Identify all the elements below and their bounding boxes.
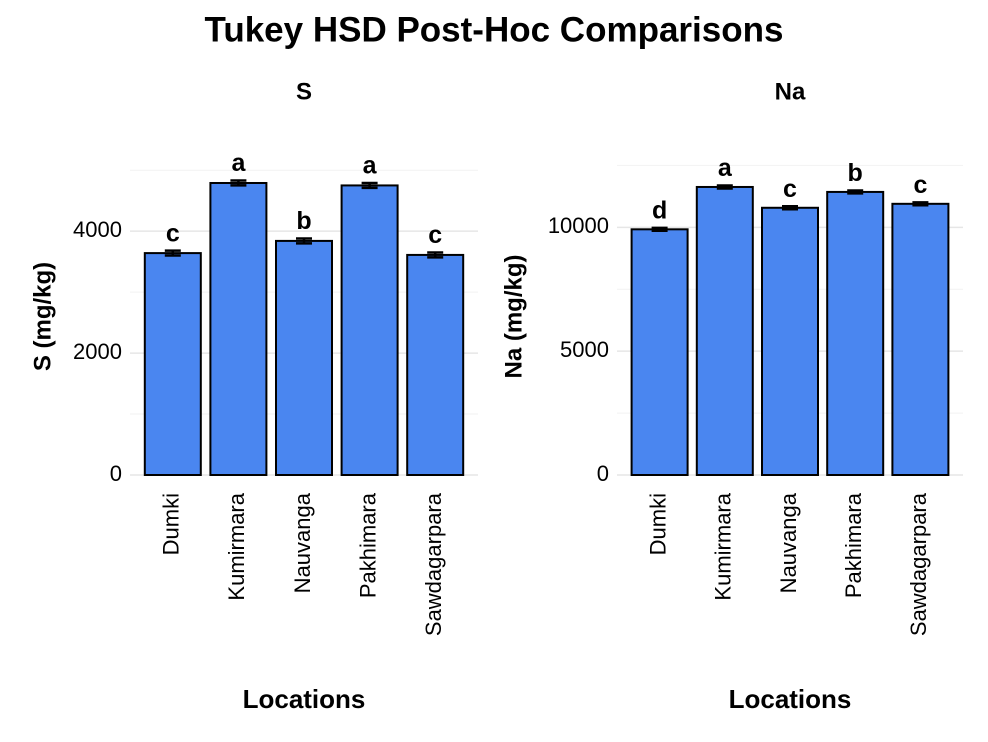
bar xyxy=(143,252,202,476)
group-letter: a xyxy=(231,149,246,177)
bar xyxy=(406,253,465,476)
group-letter: b xyxy=(848,159,863,187)
bar xyxy=(761,206,819,476)
bar xyxy=(826,190,885,477)
x-tick-label: Sawdagarpara xyxy=(906,492,931,636)
y-axis-title: S (mg/kg) xyxy=(29,262,56,371)
error-bar xyxy=(427,251,444,259)
y-tick-label: 2000 xyxy=(73,339,122,364)
y-axis-title: Na (mg/kg) xyxy=(500,254,527,378)
error-bar xyxy=(230,179,247,187)
error-bar xyxy=(296,237,312,245)
y-tick-label: 0 xyxy=(110,461,122,486)
y-tick-label: 4000 xyxy=(73,217,122,242)
y-tick-label: 5000 xyxy=(560,337,609,362)
panel-title: S xyxy=(296,78,312,105)
x-axis-title: Locations xyxy=(729,684,852,714)
error-bar xyxy=(782,205,798,211)
bar xyxy=(891,202,950,476)
y-tick-label: 0 xyxy=(597,461,609,486)
x-tick-label: Pakhimara xyxy=(355,492,380,598)
x-tick-label: Dumki xyxy=(645,493,670,555)
group-letter: c xyxy=(913,171,927,199)
x-tick-label: Kumirmara xyxy=(224,492,249,600)
bar xyxy=(695,185,754,477)
group-letter: b xyxy=(296,207,311,235)
x-tick-label: Nauvanga xyxy=(290,492,315,593)
group-letter: a xyxy=(363,152,378,180)
error-bar xyxy=(651,226,668,233)
x-tick-label: Nauvanga xyxy=(776,492,801,593)
error-bar xyxy=(847,189,864,195)
group-letter: d xyxy=(652,196,667,224)
group-letter: a xyxy=(718,154,733,182)
x-tick-label: Kumirmara xyxy=(711,492,736,600)
bar xyxy=(209,181,268,476)
bar xyxy=(275,239,333,476)
x-axis-title: Locations xyxy=(243,684,366,714)
panel-title: Na xyxy=(775,78,806,105)
error-bar xyxy=(912,201,929,207)
figure-title: Tukey HSD Post-Hoc Comparisons xyxy=(205,10,784,49)
x-tick-label: Pakhimara xyxy=(841,492,866,598)
group-letter: c xyxy=(783,175,797,203)
x-tick-label: Sawdagarpara xyxy=(421,492,446,636)
error-bar xyxy=(361,181,378,190)
bar xyxy=(630,228,689,476)
group-letter: c xyxy=(166,219,180,247)
group-letter: c xyxy=(428,221,442,249)
x-tick-label: Dumki xyxy=(159,493,184,555)
error-bar xyxy=(164,249,181,257)
y-tick-label: 10000 xyxy=(548,213,609,238)
error-bar xyxy=(716,184,733,190)
bar xyxy=(340,184,399,477)
